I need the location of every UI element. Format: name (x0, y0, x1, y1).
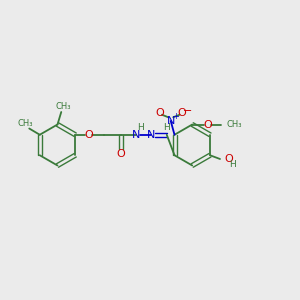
Text: O: O (155, 109, 164, 118)
Text: O: O (178, 109, 186, 118)
Text: N: N (167, 116, 175, 126)
Text: O: O (84, 130, 93, 140)
Text: −: − (183, 106, 192, 116)
Text: O: O (224, 154, 233, 164)
Text: H: H (137, 123, 144, 132)
Text: CH₃: CH₃ (56, 103, 71, 112)
Text: H: H (229, 160, 236, 169)
Text: H: H (164, 123, 170, 132)
Text: O: O (203, 119, 212, 130)
Text: +: + (172, 112, 179, 121)
Text: O: O (116, 149, 125, 159)
Text: CH₃: CH₃ (18, 119, 33, 128)
Text: N: N (132, 130, 140, 140)
Text: CH₃: CH₃ (226, 120, 242, 129)
Text: N: N (147, 130, 155, 140)
